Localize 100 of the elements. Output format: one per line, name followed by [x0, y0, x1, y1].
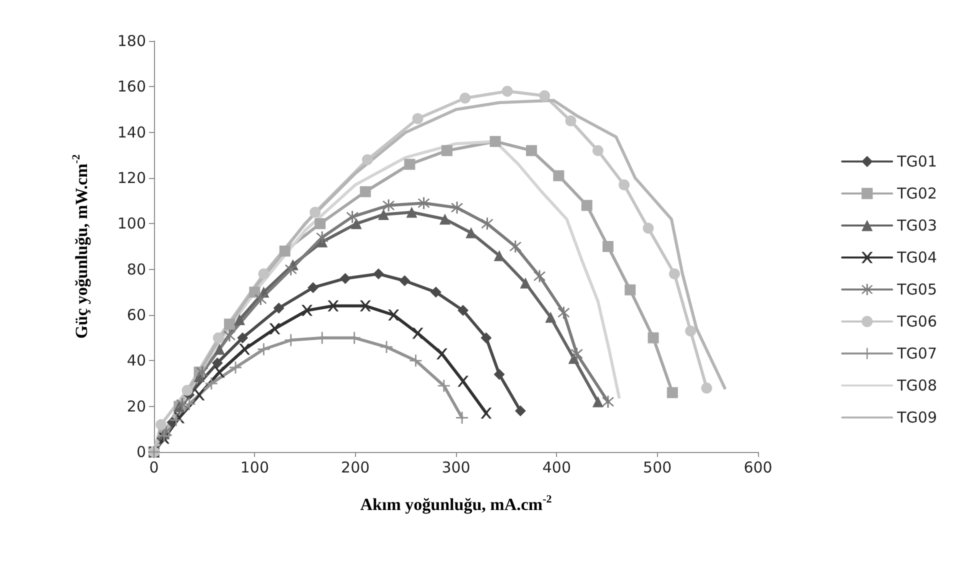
- point: [412, 328, 424, 339]
- point: [618, 179, 630, 190]
- point: [642, 222, 654, 234]
- point: [539, 90, 550, 102]
- point: [624, 284, 636, 296]
- point: [170, 414, 182, 426]
- point: [458, 304, 469, 316]
- point: [239, 344, 250, 355]
- point: [156, 419, 167, 430]
- x-tick-label: 500: [643, 458, 672, 476]
- x-tick-label: 300: [442, 458, 470, 476]
- point: [406, 206, 418, 218]
- y-tick-label: 0: [136, 443, 146, 461]
- point: [399, 275, 410, 286]
- point: [502, 86, 513, 97]
- point: [666, 387, 678, 398]
- point: [183, 398, 196, 410]
- point: [378, 209, 390, 220]
- point: [602, 396, 614, 408]
- point: [410, 354, 422, 367]
- y-tick-label: 160: [117, 78, 146, 96]
- point: [249, 286, 260, 298]
- point: [316, 231, 328, 244]
- point: [526, 145, 537, 156]
- legend-label: TG07: [896, 344, 937, 362]
- legend-label: TG06: [896, 312, 937, 330]
- point: [685, 325, 696, 336]
- point: [328, 300, 339, 312]
- x-tick-label: 200: [341, 458, 370, 476]
- point: [234, 314, 246, 326]
- x-tick-label: 400: [542, 458, 571, 476]
- point: [481, 218, 494, 230]
- point: [346, 210, 358, 223]
- point: [404, 158, 416, 170]
- y-tick-label: 180: [117, 32, 146, 50]
- x-tick-label: 100: [240, 458, 269, 476]
- point: [581, 200, 592, 211]
- point: [308, 282, 319, 294]
- point: [372, 268, 384, 280]
- point: [458, 376, 469, 387]
- x-tick-label: 0: [149, 458, 159, 476]
- y-tick-label: 140: [117, 123, 146, 142]
- point: [273, 302, 284, 314]
- point: [558, 306, 570, 319]
- point: [451, 202, 464, 214]
- point: [480, 408, 492, 419]
- point: [494, 368, 505, 380]
- legend-label: TG09: [896, 408, 937, 426]
- y-tick-label: 100: [117, 214, 146, 233]
- point: [224, 330, 236, 342]
- point: [438, 380, 450, 392]
- point: [436, 348, 448, 360]
- point: [466, 227, 477, 238]
- point: [509, 240, 522, 252]
- point: [430, 286, 442, 298]
- point: [534, 270, 546, 282]
- point: [237, 332, 248, 344]
- y-tick-label: 120: [117, 169, 146, 187]
- point: [490, 136, 501, 147]
- point: [514, 405, 526, 416]
- point: [194, 389, 205, 400]
- y-tick-label: 40: [126, 352, 146, 370]
- legend-label: TG05: [896, 280, 937, 298]
- point: [382, 199, 395, 212]
- point: [196, 366, 208, 378]
- point: [520, 278, 531, 289]
- point: [565, 115, 576, 126]
- legend-label: TG02: [896, 184, 937, 202]
- legend-label: TG08: [896, 376, 937, 394]
- point: [176, 398, 188, 410]
- point: [284, 263, 297, 276]
- point: [380, 340, 393, 353]
- point: [279, 246, 290, 257]
- legend-label: TG01: [896, 152, 937, 170]
- point: [254, 293, 267, 306]
- point: [302, 304, 313, 316]
- point: [592, 145, 604, 156]
- y-tick-label: 60: [126, 306, 146, 324]
- point: [648, 332, 659, 344]
- point: [360, 300, 371, 312]
- point: [224, 318, 235, 330]
- y-tick-label: 80: [126, 260, 146, 278]
- point: [350, 218, 362, 230]
- point: [310, 206, 321, 218]
- point: [570, 348, 583, 360]
- legend-label: TG04: [896, 248, 937, 266]
- point: [460, 92, 471, 104]
- point: [418, 197, 430, 210]
- point: [214, 344, 225, 355]
- point: [545, 312, 556, 323]
- point: [456, 412, 468, 424]
- point: [258, 343, 270, 356]
- y-tick-label: 20: [126, 397, 146, 416]
- point: [439, 214, 450, 225]
- point: [494, 250, 505, 262]
- point: [314, 218, 326, 230]
- point: [480, 332, 492, 344]
- y-axis-title: Güç yoğunluğu, mW.cm-2: [70, 154, 91, 339]
- point: [701, 382, 712, 394]
- point: [212, 357, 223, 368]
